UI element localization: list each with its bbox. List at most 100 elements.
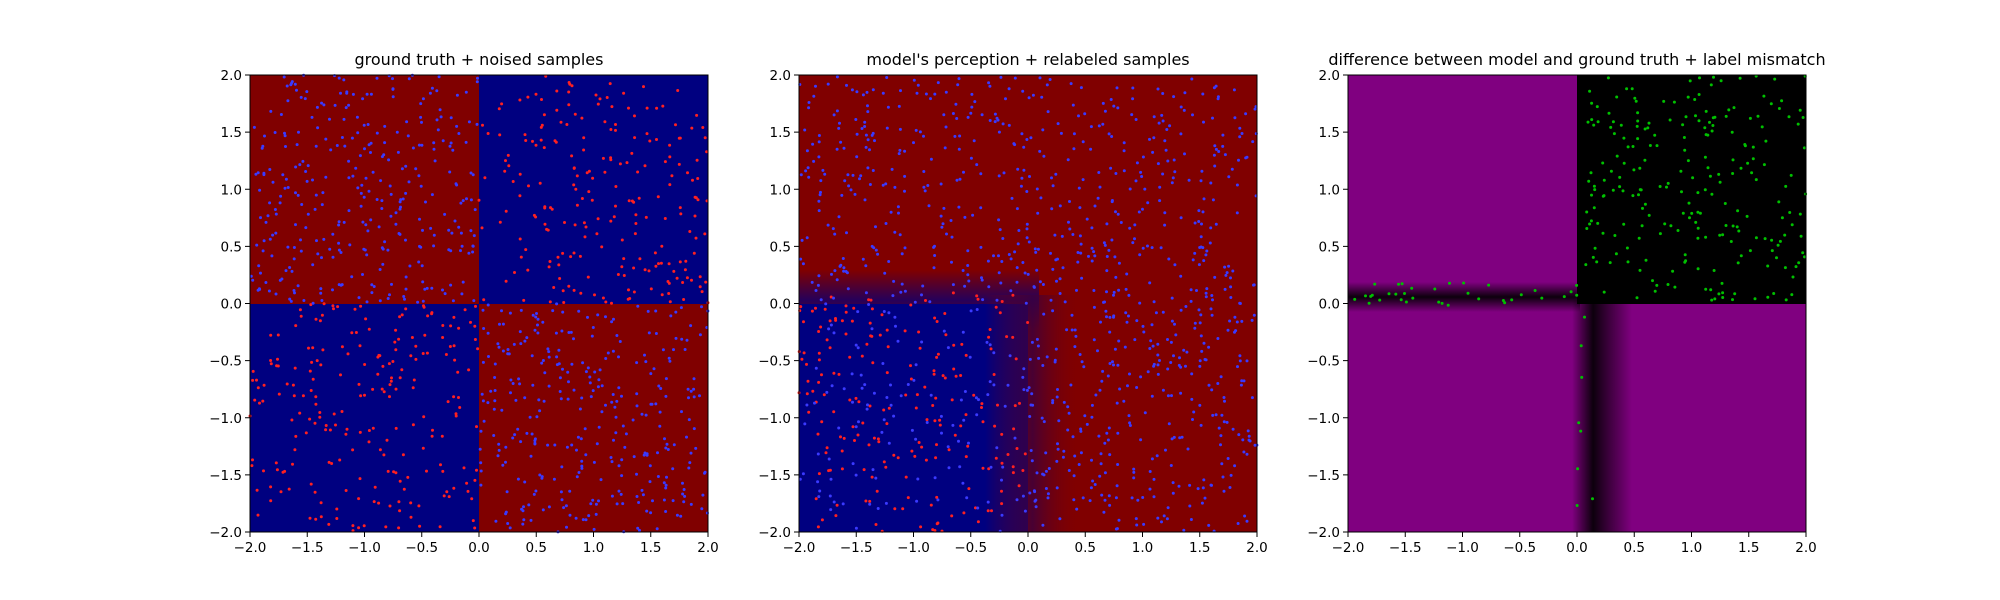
panel-1-series-1-point bbox=[442, 494, 446, 498]
panel-2-series-2-point bbox=[967, 279, 971, 283]
panel-2-series-2-point bbox=[1090, 458, 1093, 462]
panel-1-series-1-point bbox=[328, 428, 332, 432]
panel-2-series-2-point bbox=[1214, 147, 1218, 151]
panel-1-series-2-point bbox=[596, 313, 600, 317]
panel-1-series-1-point bbox=[308, 417, 312, 421]
panel-1-series-1-point bbox=[462, 466, 466, 470]
panel-3-series-1-point bbox=[1609, 125, 1613, 129]
panel-3-series-1-point bbox=[1665, 185, 1668, 189]
panel-3-series-1-point bbox=[1731, 224, 1735, 228]
panel-1-series-2-point bbox=[568, 513, 572, 517]
panel-1-series-2-point bbox=[583, 427, 587, 431]
panel-1-series-1-point bbox=[580, 116, 584, 120]
panel-3-series-1-point bbox=[1696, 236, 1700, 240]
panel-1-series-2-point bbox=[529, 518, 533, 522]
panel-1-series-2-point bbox=[588, 381, 592, 385]
panel-3-series-1-point bbox=[1762, 163, 1766, 167]
panel-1-series-2-point bbox=[432, 147, 436, 151]
panel-2-series-2-point bbox=[1093, 254, 1097, 258]
panel-3-series-1-point bbox=[1731, 158, 1735, 162]
panel-1-series-2-point bbox=[375, 198, 379, 201]
panel-2-series-2-point bbox=[854, 343, 858, 347]
panel-2-series-2-point bbox=[969, 111, 973, 115]
panel-2-series-2-point bbox=[833, 269, 837, 273]
panel-2-series-2-point bbox=[885, 76, 889, 79]
panel-1-series-2-point bbox=[507, 352, 511, 356]
panel-2-series-2-point bbox=[1169, 361, 1173, 364]
panel-2-series-2-point bbox=[940, 225, 944, 229]
panel-3-series-1-point bbox=[1562, 295, 1566, 299]
panel-3-series-1-point bbox=[1712, 269, 1716, 272]
panel-1-series-2-point bbox=[475, 80, 479, 84]
panel-1-series-2-point bbox=[638, 528, 641, 532]
panel-1-series-1-point bbox=[398, 376, 402, 380]
panel-1-series-2-point bbox=[347, 176, 351, 180]
panel-1-series-1-point bbox=[392, 470, 396, 474]
panel-1-series-2-point bbox=[363, 248, 367, 252]
panel-2-series-2-point bbox=[1156, 363, 1160, 367]
panel-2-x-tick-label: 0.5 bbox=[1075, 540, 1096, 556]
panel-1-series-2-point bbox=[646, 309, 650, 313]
panel-1-series-1-point bbox=[518, 194, 522, 198]
panel-1-series-1-point bbox=[622, 257, 626, 261]
panel-1-series-1-point bbox=[404, 307, 408, 311]
panel-2-series-1-point bbox=[884, 465, 888, 469]
panel-1-series-2-point bbox=[311, 263, 315, 267]
panel-2-series-2-point bbox=[1051, 184, 1055, 188]
panel-2-series-2-point bbox=[885, 396, 889, 399]
panel-1-series-1-point bbox=[504, 159, 507, 163]
panel-3-series-1-point bbox=[1601, 231, 1605, 235]
panel-2-series-2-point bbox=[1200, 501, 1204, 505]
panel-1-series-1-point bbox=[567, 81, 571, 84]
panel-1-series-2-point bbox=[698, 333, 702, 337]
panel-2-series-2-point bbox=[835, 278, 839, 282]
panel-2-series-1-point bbox=[882, 460, 886, 464]
panel-1-series-2-point bbox=[664, 486, 668, 490]
panel-2-series-1-point bbox=[878, 333, 882, 337]
panel-3-series-1-point bbox=[1802, 146, 1806, 150]
panel-1-series-2-point bbox=[584, 453, 588, 457]
panel-1-series-2-point bbox=[286, 186, 290, 189]
panel-1-series-2-point bbox=[665, 475, 668, 479]
panel-2-series-2-point bbox=[800, 238, 804, 242]
panel-2-series-2-point bbox=[1044, 451, 1048, 455]
panel-2-series-2-point bbox=[976, 506, 980, 510]
panel-2-series-2-point bbox=[966, 264, 970, 267]
panel-1-series-1-point bbox=[690, 278, 693, 282]
panel-1-series-1-point bbox=[255, 488, 259, 492]
panel-2-series-2-point bbox=[1108, 503, 1112, 507]
panel-2-series-2-point bbox=[881, 183, 885, 187]
panel-1-series-2-point bbox=[290, 269, 294, 273]
panel-2-series-2-point bbox=[842, 269, 846, 273]
panel-2-series-2-point bbox=[942, 206, 946, 210]
panel-1-series-2-point bbox=[579, 437, 583, 441]
panel-2-series-2-point bbox=[1066, 428, 1070, 432]
panel-1-series-1-point bbox=[572, 288, 576, 292]
panel-2-series-2-point bbox=[1209, 226, 1213, 230]
panel-1-series-1-point bbox=[556, 255, 560, 259]
panel-1-series-2-point bbox=[589, 395, 593, 399]
panel-1-series-2-point bbox=[351, 92, 355, 96]
panel-1-series-2-point bbox=[293, 291, 296, 295]
panel-3-series-1-point bbox=[1477, 297, 1481, 301]
panel-2-series-1-point bbox=[828, 319, 832, 323]
panel-1-series-2-point bbox=[534, 315, 538, 319]
panel-1-series-2-point bbox=[472, 234, 476, 238]
panel-1-series-1-point bbox=[367, 440, 371, 444]
panel-1-series-2-point bbox=[343, 144, 347, 148]
panel-1-series-1-point bbox=[654, 264, 658, 268]
panel-1-series-2-point bbox=[679, 306, 683, 310]
panel-2-series-2-point bbox=[864, 145, 868, 149]
panel-2-series-2-point bbox=[1143, 411, 1147, 415]
panel-2-series-2-point bbox=[1195, 289, 1198, 292]
panel-3-series-1-point bbox=[1723, 202, 1727, 205]
panel-2-series-2-point bbox=[844, 270, 848, 273]
panel-2-series-2-point bbox=[850, 88, 854, 92]
panel-1-series-2-point bbox=[289, 299, 293, 303]
panel-1-series-2-point bbox=[367, 189, 371, 193]
panel-3-series-1-point bbox=[1754, 236, 1758, 240]
panel-2-series-2-point bbox=[951, 283, 955, 287]
panel-1-series-2-point bbox=[517, 377, 521, 381]
panel-2-series-2-point bbox=[1213, 144, 1217, 148]
panel-1-series-1-point bbox=[258, 401, 261, 405]
